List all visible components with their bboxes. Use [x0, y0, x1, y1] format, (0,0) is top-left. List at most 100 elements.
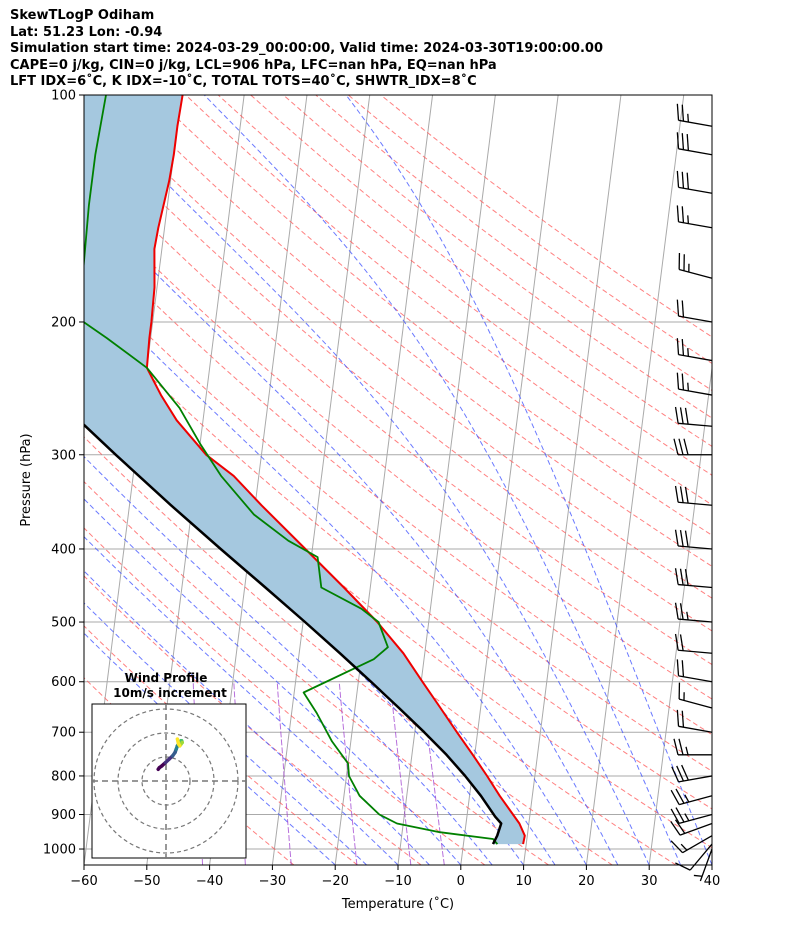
x-tick-label: −20 — [321, 874, 348, 889]
y-tick-label: 100 — [51, 89, 76, 104]
wind-barb — [674, 633, 713, 654]
moist-adiabat — [84, 498, 462, 865]
wind-barb — [670, 835, 713, 854]
wind-barb — [678, 252, 713, 279]
location-line: Lat: 51.23 Lon: -0.94 — [10, 24, 163, 40]
isotherm — [460, 95, 559, 865]
x-tick-label: −50 — [133, 874, 160, 889]
isotherm — [711, 861, 712, 865]
dry-adiabat — [84, 270, 712, 772]
moist-adiabat — [84, 96, 650, 865]
wind-barb — [674, 485, 713, 506]
moist-adiabat — [84, 350, 556, 865]
wind-barb — [675, 843, 713, 871]
dry-adiabat — [84, 392, 677, 865]
x-tick-label: 20 — [578, 874, 595, 889]
dry-adiabat — [250, 95, 712, 447]
dry-adiabat — [84, 232, 712, 736]
dry-adiabat — [282, 95, 712, 419]
moist-adiabat — [84, 199, 619, 865]
y-tick-label: 600 — [51, 675, 76, 690]
mixing-ratio-line — [338, 681, 358, 865]
wind-barb — [670, 819, 713, 836]
x-tick-label: −30 — [259, 874, 286, 889]
dry-adiabat — [185, 95, 712, 506]
wind-barb — [693, 848, 713, 882]
wind-barb — [676, 338, 713, 362]
mixing-ratio-line — [276, 681, 292, 865]
dry-adiabat — [120, 95, 712, 567]
wind-barb — [676, 659, 713, 683]
y-tick-label: 1000 — [43, 843, 76, 858]
moist-adiabat — [345, 95, 712, 865]
moist-adiabat — [84, 602, 367, 865]
time-line: Simulation start time: 2024-03-29_00:00:… — [10, 41, 603, 56]
moist-adiabat — [84, 632, 336, 865]
wind-barb — [676, 170, 713, 194]
axes: −60 −50 −40 −30 −20 −10 0 10 20 30 40 100 200 300 400 5… — [43, 89, 720, 890]
y-axis-label: Pressure (hPa) — [19, 433, 34, 526]
y-tick-label: 800 — [51, 769, 76, 784]
dewpoint-profile — [84, 95, 499, 845]
wind-barb — [671, 764, 713, 783]
hodograph-subtitle: 10m/s increment — [113, 686, 227, 700]
x-tick-label: 30 — [641, 874, 658, 889]
dry-adiabat — [152, 95, 712, 536]
x-tick-label: 0 — [457, 874, 465, 889]
chart-header: SkewTLogP Odiham Lat: 51.23 Lon: -0.94 S… — [10, 8, 603, 91]
isotherm — [585, 95, 685, 865]
cape-line: CAPE=0 j/kg, CIN=0 j/kg, LCL=906 hPa, LF… — [10, 57, 497, 73]
wind-barb — [676, 205, 713, 229]
x-tick-label: −60 — [70, 874, 97, 889]
isotherm — [523, 95, 622, 865]
y-tick-label: 500 — [51, 616, 76, 631]
temperature-profile — [145, 95, 526, 845]
plot-area — [84, 95, 794, 865]
wind-barb — [670, 788, 713, 806]
y-tick-label: 400 — [51, 542, 76, 557]
isotherm — [271, 95, 371, 865]
y-tick-label: 200 — [51, 315, 76, 330]
x-tick-label: 10 — [515, 874, 532, 889]
y-tick-label: 900 — [51, 808, 76, 823]
x-tick-label: 40 — [704, 874, 721, 889]
x-tick-label: −40 — [196, 874, 223, 889]
moist-adiabat — [84, 282, 587, 865]
wind-barb — [676, 132, 713, 156]
dry-adiabat — [84, 159, 712, 666]
wind-barb — [676, 709, 713, 733]
wind-barb — [674, 602, 713, 623]
hodograph-title: Wind Profile — [125, 671, 208, 685]
wind-barb — [674, 406, 713, 427]
wind-barb — [670, 807, 713, 824]
hodograph: Wind Profile 10m/s increment — [91, 671, 247, 859]
dry-adiabat — [217, 95, 712, 476]
cin-shading — [84, 95, 525, 845]
wind-barb — [674, 529, 713, 550]
dry-adiabat — [84, 195, 712, 700]
index-line: LFT IDX=6˚C, K IDX=-10˚C, TOTAL TOTS=40˚… — [10, 74, 477, 89]
wind-barb — [676, 299, 713, 323]
x-axis-label: Temperature (˚C) — [341, 896, 454, 912]
wind-barbs — [670, 103, 713, 882]
parcel-profile — [84, 423, 503, 845]
hodograph-trace — [175, 737, 181, 746]
isotherm — [775, 95, 794, 865]
isotherm — [334, 95, 434, 865]
wind-barb — [676, 372, 713, 396]
y-tick-label: 300 — [51, 448, 76, 463]
wind-barb — [678, 682, 713, 709]
mixing-ratio-line — [389, 681, 412, 865]
moist-adiabat — [203, 95, 682, 865]
wind-barb — [676, 103, 713, 127]
wind-barb — [673, 438, 712, 456]
y-tick-label: 700 — [51, 726, 76, 741]
wind-barb — [673, 738, 712, 756]
dry-adiabat — [347, 95, 712, 365]
x-tick-label: −10 — [384, 874, 411, 889]
dry-adiabat — [84, 480, 549, 865]
wind-barb — [674, 568, 713, 589]
isotherm — [648, 364, 712, 865]
chart-title: SkewTLogP Odiham — [10, 8, 155, 23]
